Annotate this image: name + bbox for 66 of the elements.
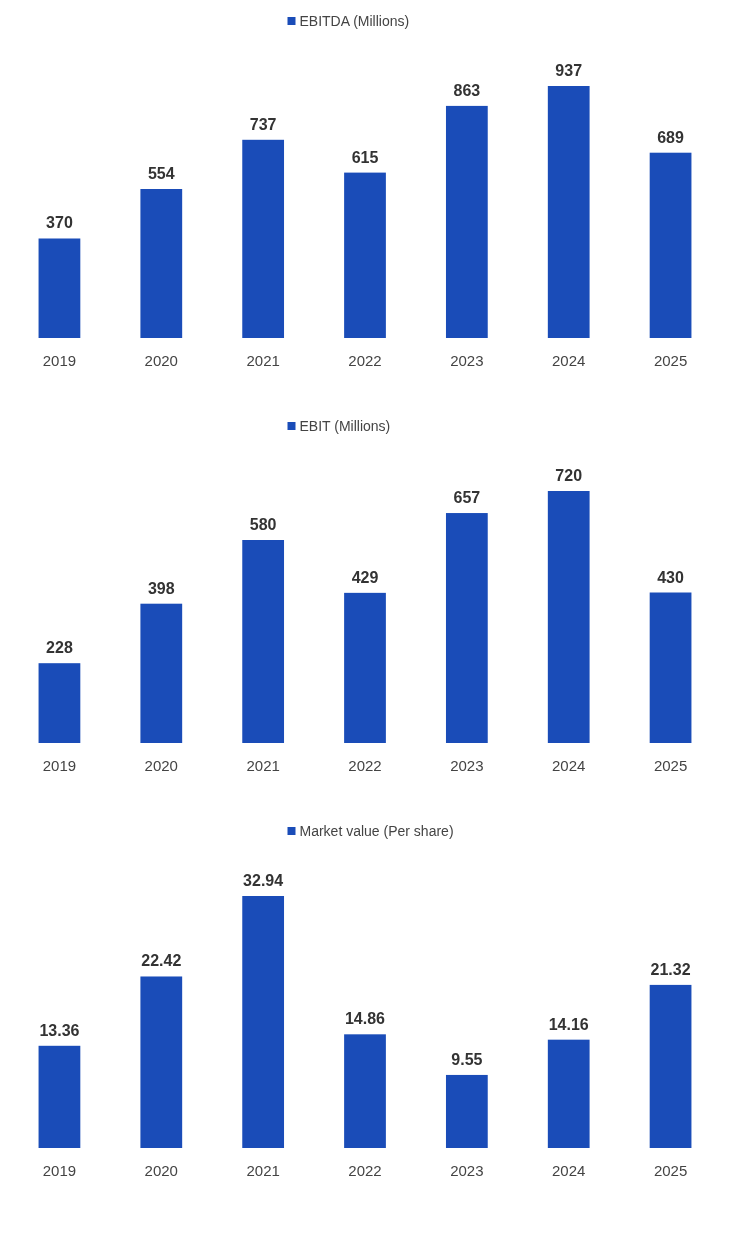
x-tick-label: 2022 xyxy=(348,352,382,369)
legend-label: EBIT (Millions) xyxy=(299,418,391,434)
bar xyxy=(445,1074,488,1148)
data-label: 937 xyxy=(555,62,583,79)
x-tick-label: 2025 xyxy=(653,352,688,369)
bar xyxy=(649,592,692,743)
x-tick-label: 2024 xyxy=(552,757,586,774)
data-label: 689 xyxy=(657,128,685,146)
data-label: 430 xyxy=(657,568,685,586)
legend-label: Market value (Per share) xyxy=(299,823,454,839)
bar xyxy=(445,513,488,743)
bar xyxy=(38,1045,81,1148)
bar xyxy=(140,976,183,1148)
data-label: 429 xyxy=(351,568,379,586)
bar xyxy=(445,105,488,338)
data-label: 657 xyxy=(453,489,481,507)
data-label: 14.16 xyxy=(548,1015,589,1033)
data-label: 580 xyxy=(249,516,277,533)
data-label: 14.86 xyxy=(344,1010,386,1028)
x-tick-label: 2022 xyxy=(348,757,382,774)
data-label: 863 xyxy=(453,81,481,99)
legend-label: EBITDA (Millions) xyxy=(299,13,410,29)
data-label: 615 xyxy=(351,148,379,166)
x-tick-label: 2020 xyxy=(144,352,178,369)
bar xyxy=(547,1039,590,1148)
data-label: 32.94 xyxy=(243,872,284,889)
bar xyxy=(140,189,183,338)
bar xyxy=(649,984,692,1148)
bar xyxy=(242,896,285,1148)
x-tick-label: 2023 xyxy=(450,1162,484,1179)
x-tick-label: 2021 xyxy=(246,352,280,369)
data-label: 370 xyxy=(46,214,73,232)
bar xyxy=(38,238,81,338)
bar xyxy=(547,491,590,743)
bar xyxy=(242,540,285,743)
data-label: 720 xyxy=(555,467,583,484)
bar xyxy=(242,139,285,338)
x-tick-label: 2021 xyxy=(246,1162,280,1179)
x-tick-label: 2020 xyxy=(144,757,178,774)
x-tick-label: 2019 xyxy=(42,757,77,774)
x-tick-label: 2024 xyxy=(552,352,586,369)
data-label: 21.32 xyxy=(650,960,691,978)
data-label: 22.42 xyxy=(141,952,182,970)
data-label: 9.55 xyxy=(451,1050,483,1068)
x-tick-label: 2024 xyxy=(552,1162,586,1179)
x-tick-label: 2021 xyxy=(246,757,280,774)
x-tick-label: 2019 xyxy=(42,1162,77,1179)
bar xyxy=(547,86,590,338)
x-tick-label: 2022 xyxy=(348,1162,382,1179)
bar xyxy=(38,663,81,743)
data-label: 554 xyxy=(147,165,175,183)
x-tick-label: 2019 xyxy=(42,352,77,369)
data-label: 228 xyxy=(46,639,73,657)
x-tick-label: 2025 xyxy=(653,1162,688,1179)
data-label: 13.36 xyxy=(39,1021,80,1039)
data-label: 737 xyxy=(249,115,277,133)
x-tick-label: 2025 xyxy=(653,757,688,774)
bar xyxy=(344,1034,386,1148)
x-tick-label: 2023 xyxy=(450,757,484,774)
bar xyxy=(344,592,386,743)
x-tick-label: 2020 xyxy=(144,1162,178,1179)
x-tick-label: 2023 xyxy=(450,352,484,369)
bar xyxy=(344,172,386,338)
bar xyxy=(649,152,692,338)
data-label: 398 xyxy=(147,579,175,597)
bar xyxy=(140,603,183,743)
